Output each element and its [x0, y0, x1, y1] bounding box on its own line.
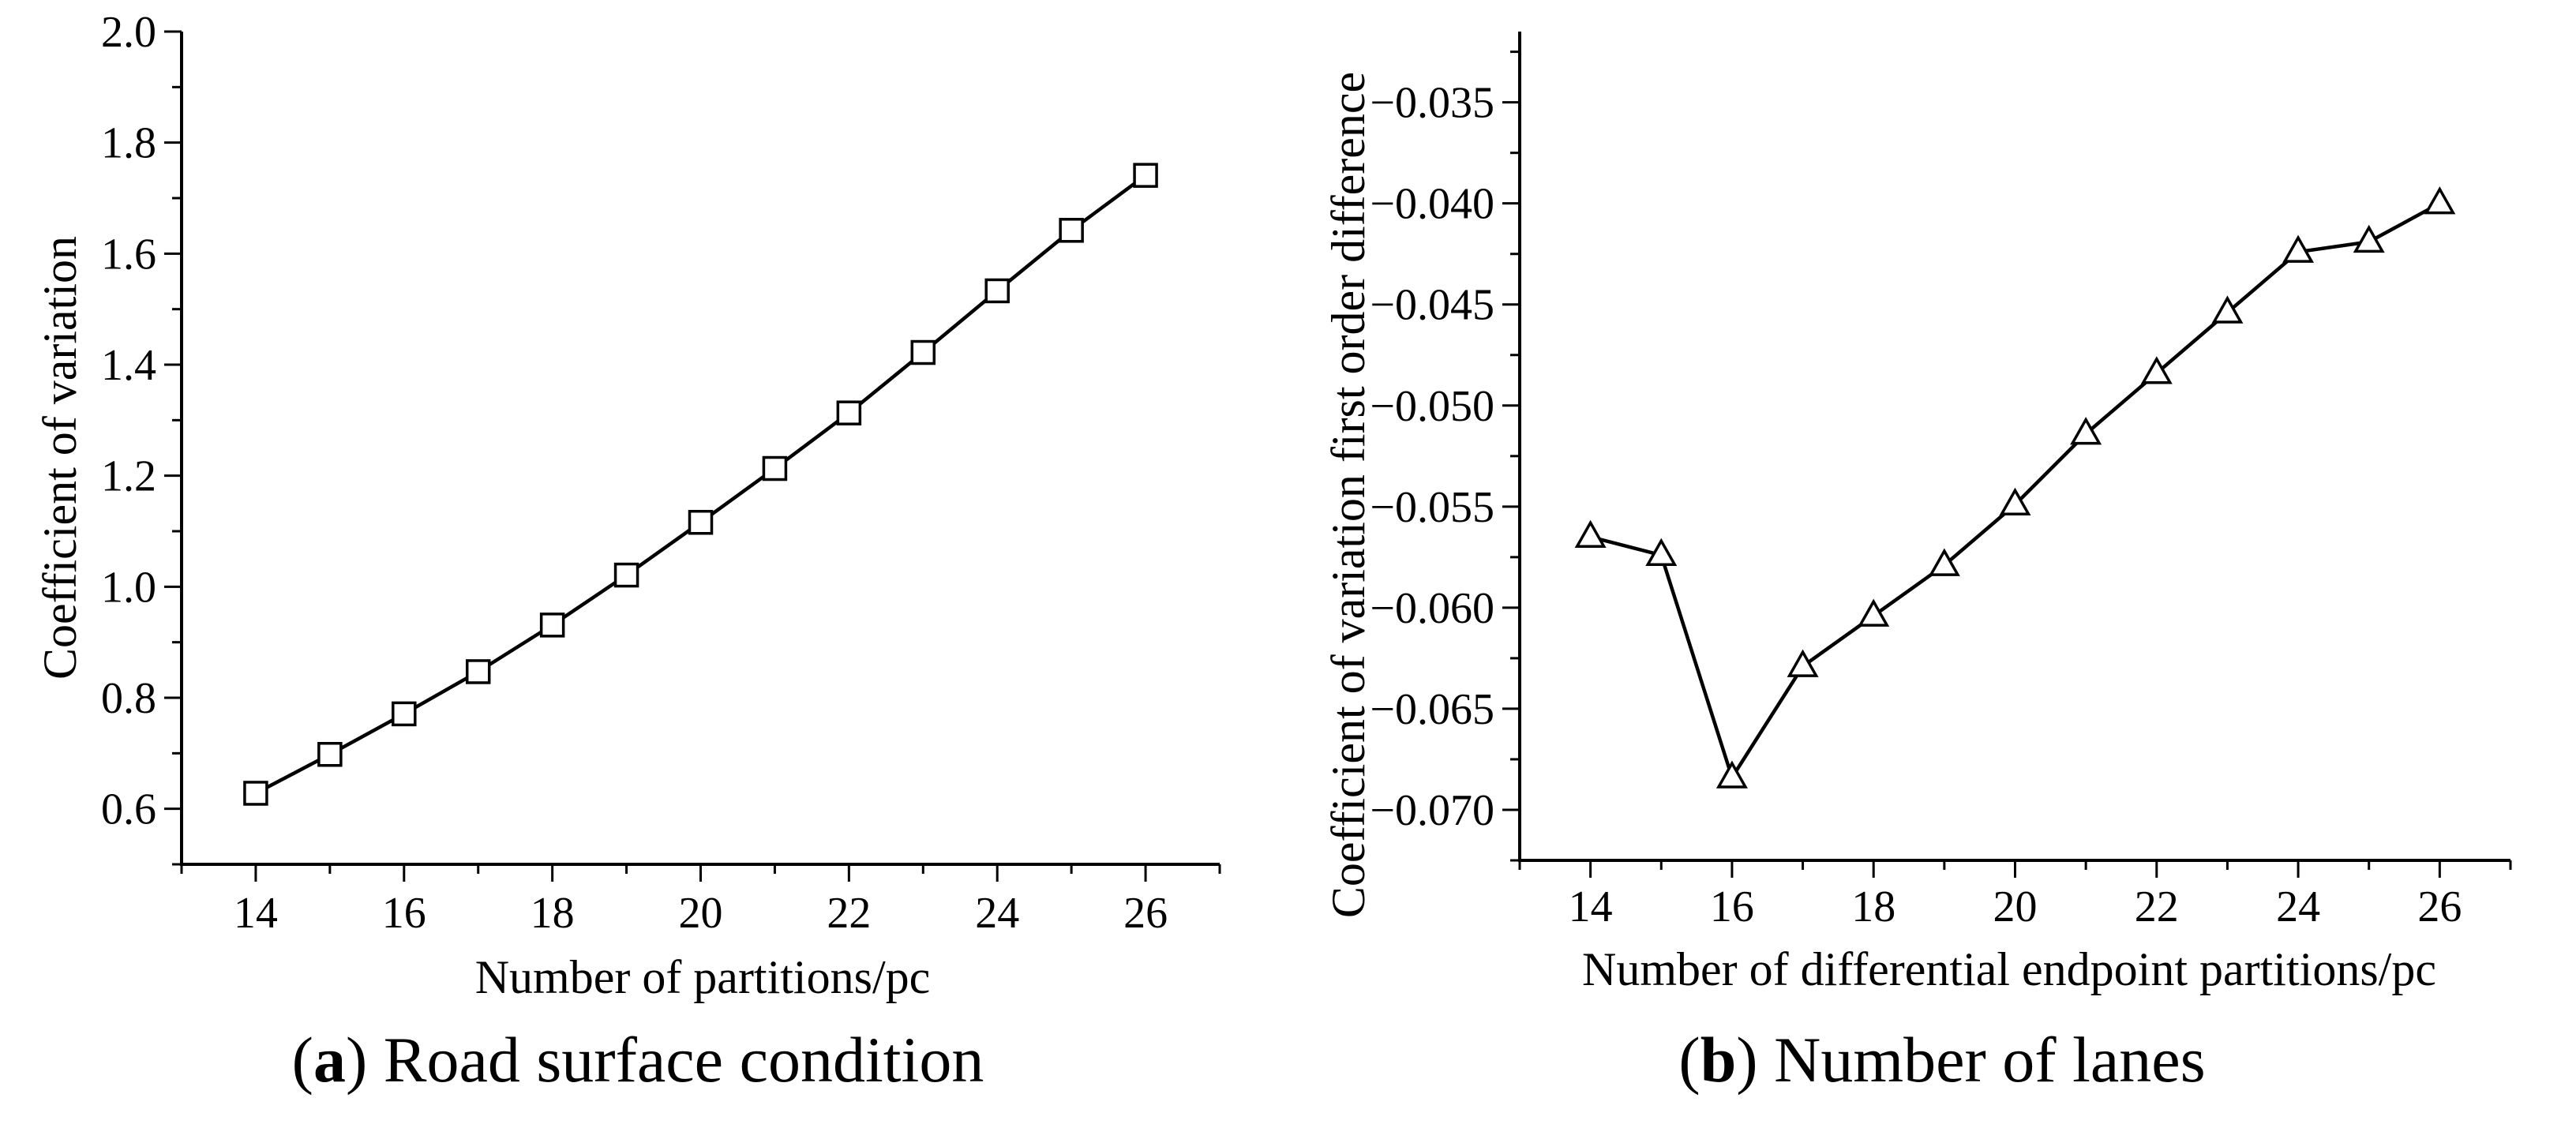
panel-a-data-point	[910, 339, 936, 365]
panel-a-series-line	[254, 174, 1147, 795]
panel-a-data-point	[1133, 163, 1158, 188]
panel-a-data-point	[1059, 218, 1084, 243]
panel-b-data-point	[1858, 598, 1890, 627]
panel-a-data-point	[392, 701, 417, 727]
panel-b-data-point	[1787, 649, 1819, 677]
panel-a-y-tick-label: 0.8	[101, 674, 156, 723]
panel-b-x-tick-label: 24	[2276, 882, 2320, 931]
panel-a-data-point	[465, 659, 491, 684]
panel-a-x-tick-label: 14	[234, 889, 278, 938]
panel-b-x-tick-label: 26	[2417, 882, 2462, 931]
panel-a-x-axis-title: Number of partitions/pc	[475, 951, 931, 1003]
panel-a-y-tick-label: 0.6	[101, 785, 156, 834]
panel-a-y-tick-label: 2.0	[101, 8, 156, 57]
panel-b-y-tick-label: −0.070	[1370, 786, 1494, 835]
panel-b-y-tick-label: −0.055	[1370, 483, 1494, 532]
panel-a-caption-letter: a	[313, 1024, 346, 1096]
panel-a-data-point	[613, 562, 639, 588]
panel-a-data-point	[836, 400, 862, 425]
panel-a-data-point	[984, 278, 1010, 304]
panel-b-data-point	[1645, 538, 1678, 567]
panel-b-y-tick-label: −0.045	[1370, 281, 1494, 330]
panel-b-data-point	[1999, 487, 2031, 516]
panel-a-data-point	[317, 741, 343, 767]
panel-b-x-axis-title: Number of differential endpoint partitio…	[1582, 943, 2436, 995]
panel-a-y-tick-label: 1.2	[101, 452, 156, 501]
panel-b-data-point	[2424, 186, 2456, 215]
panel-b-data-point	[2211, 295, 2244, 324]
panel-b-data-point	[1928, 548, 1960, 576]
panel-a-caption-text: Road surface condition	[384, 1024, 984, 1096]
panel-a-road-surface-condition: Number of partitions/pc Coefficient of v…	[34, 8, 1221, 1096]
panel-b-caption: (b) Number of lanes	[1678, 1024, 2205, 1096]
panel-a-x-tick-label: 24	[975, 889, 1019, 938]
panel-b-data-point	[1574, 519, 1607, 548]
panel-a-x-tick-label: 18	[531, 889, 575, 938]
panel-b-data-point	[1715, 760, 1748, 789]
panel-b-data-point	[2282, 234, 2315, 263]
panel-a-y-tick-label: 1.8	[101, 119, 156, 168]
panel-a-data-point	[243, 781, 268, 806]
panel-b-number-of-lanes: Number of differential endpoint partitio…	[1322, 32, 2512, 1096]
panel-a-y-tick-label: 1.0	[101, 563, 156, 612]
panel-a-x-tick-label: 20	[679, 889, 723, 938]
panel-b-data-point	[2140, 356, 2173, 384]
panel-a-caption: (a) Road surface condition	[292, 1024, 984, 1096]
panel-b-y-axis-title: Coefficient of variation first order dif…	[1322, 72, 1374, 918]
panel-b-y-tick-label: −0.065	[1370, 685, 1494, 734]
panel-a-x-tick-label: 26	[1123, 889, 1168, 938]
panel-a-y-tick-label: 1.6	[101, 230, 156, 279]
panel-a-y-tick-label: 1.4	[101, 341, 156, 390]
panel-b-caption-text: Number of lanes	[1774, 1024, 2206, 1096]
panel-b-x-tick-label: 20	[1993, 882, 2038, 931]
panel-a-data-point	[688, 509, 714, 535]
panel-b-x-tick-label: 16	[1710, 882, 1754, 931]
panel-b-data-point	[2353, 224, 2385, 253]
panel-b-x-tick-label: 22	[2135, 882, 2179, 931]
panel-b-y-tick-label: −0.040	[1370, 180, 1494, 229]
panel-b-x-tick-label: 14	[1569, 882, 1613, 931]
panel-a-x-tick-label: 22	[827, 889, 871, 938]
panel-b-y-tick-label: −0.060	[1370, 584, 1494, 633]
panel-a-data-point	[539, 613, 565, 638]
panel-b-caption-letter: b	[1700, 1024, 1737, 1096]
panel-a-x-tick-label: 16	[382, 889, 426, 938]
panel-a-y-axis-title: Coefficient of variation	[34, 236, 86, 680]
panel-a-data-point	[762, 455, 788, 481]
panel-b-y-tick-label: −0.035	[1370, 79, 1494, 128]
panel-b-data-point	[2070, 417, 2102, 445]
panel-b-x-tick-label: 18	[1851, 882, 1895, 931]
panel-b-y-tick-label: −0.050	[1370, 382, 1494, 431]
